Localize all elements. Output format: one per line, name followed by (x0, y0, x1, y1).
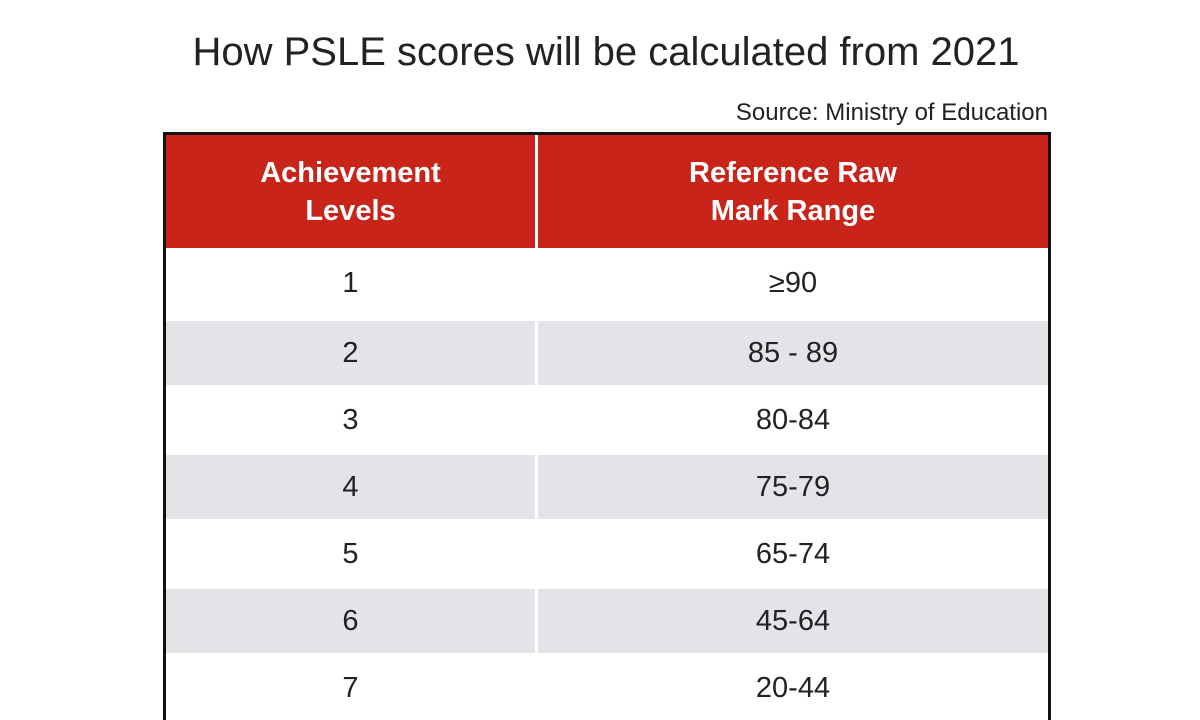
page-title: How PSLE scores will be calculated from … (192, 30, 1020, 74)
level-cell: 6 (166, 589, 535, 653)
table-row: 5 65-74 (166, 522, 1048, 586)
table-row: 3 80-84 (166, 388, 1048, 452)
range-cell: 20-44 (755, 671, 831, 704)
table-header: Achievement Levels Reference Raw Mark Ra… (166, 135, 1048, 248)
level-cell: 5 (342, 537, 359, 570)
level-cell: 4 (166, 455, 535, 519)
table-row: 4 75-79 (166, 455, 1048, 519)
level-cell: 3 (342, 403, 359, 436)
header-raw-mark-range: Reference Raw Mark Range (538, 135, 1048, 248)
level-cell: 2 (166, 321, 535, 385)
table-row: 2 85 - 89 (166, 321, 1048, 385)
source-note: Source: Ministry of Education (735, 99, 1048, 126)
header-label: Reference Raw Mark Range (689, 156, 897, 227)
table-row: 6 45-64 (166, 589, 1048, 653)
range-cell: 45-64 (538, 589, 1048, 653)
table-row: 7 20-44 (166, 656, 1048, 720)
table-row: 1 ≥90 (166, 248, 1048, 318)
range-cell: ≥90 (768, 266, 818, 299)
range-cell: 85 - 89 (538, 321, 1048, 385)
table-body: 1 ≥90 2 85 - 89 3 80-84 4 75-79 5 65-74 6 45-64 7 20-… (166, 248, 1048, 720)
level-cell: 1 (342, 266, 359, 299)
range-cell: 75-79 (538, 455, 1048, 519)
header-label: Achievement Levels (260, 156, 441, 227)
header-achievement-levels: Achievement Levels (166, 135, 535, 248)
score-table: Achievement Levels Reference Raw Mark Ra… (163, 132, 1051, 720)
level-cell: 7 (342, 671, 359, 704)
range-cell: 80-84 (755, 403, 831, 436)
range-cell: 65-74 (755, 537, 831, 570)
